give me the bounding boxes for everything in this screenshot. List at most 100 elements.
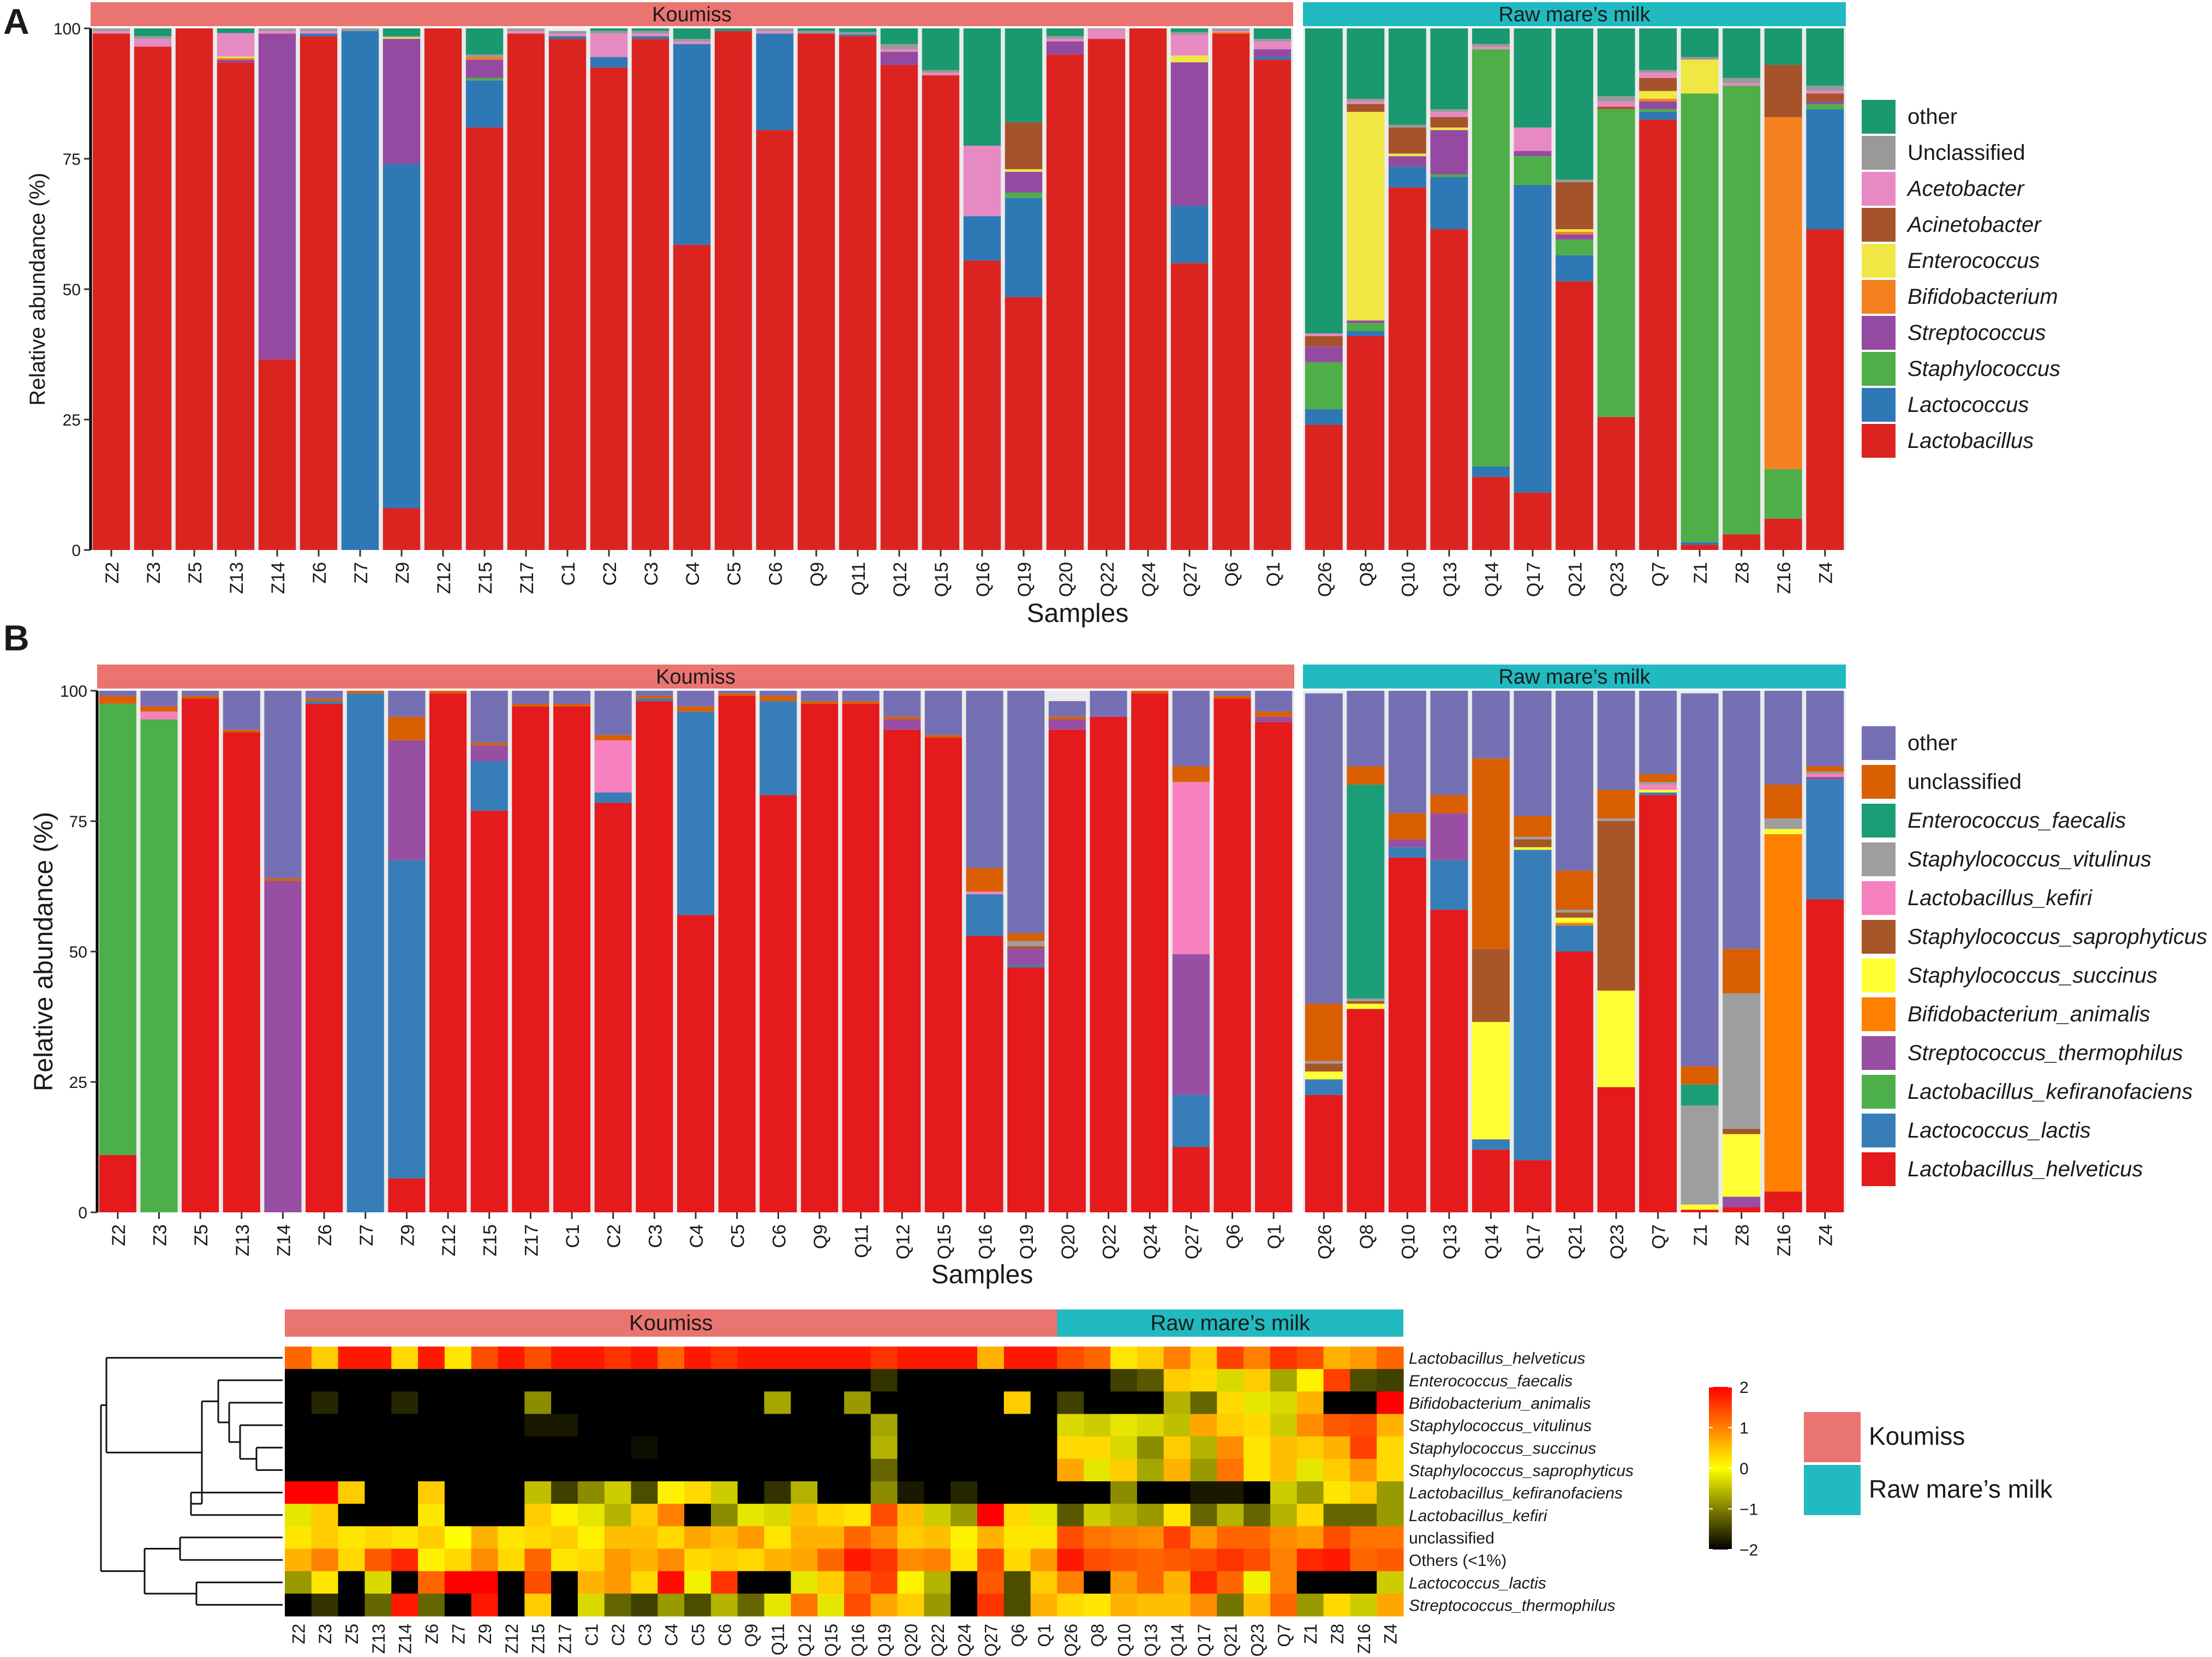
bar-segment-other [1430,28,1468,110]
bar-segment-unclassified [1212,28,1250,31]
heatmap-cell [1057,1571,1084,1594]
legend-label: Unclassified [1908,141,2025,165]
bar-segment-lactobacillus-helveticus [388,1178,426,1212]
heatmap-column-label: Q27 [981,1624,1001,1656]
bar-segment-unclassified [1007,933,1045,941]
bar-segment-unclassified [631,31,669,34]
x-tick-label: C1 [563,1224,583,1248]
heatmap-cell [737,1481,765,1504]
heatmap-cell [710,1414,738,1437]
bar-segment-staphylococcus-vitulinus [1597,818,1635,821]
y-axis-title: Relative abundance (%) [26,173,50,406]
bar-segment-lactobacillus [1556,281,1593,550]
bar-segment-staphylococcus [1347,323,1385,331]
heatmap-cell [524,1414,552,1437]
heatmap-column-label: Q17 [1194,1624,1214,1656]
heatmap-cell [1190,1414,1217,1437]
bar-segment-lactobacillus-helveticus [1597,1087,1635,1212]
heatmap-cell [391,1391,419,1415]
bar-segment-enterococcus [1430,127,1468,130]
bar-segment-unclassified [1305,1003,1343,1061]
heatmap-cell [1190,1548,1217,1572]
heatmap-column-label: Q8 [1088,1624,1108,1647]
x-tick-label: Q26 [1314,1224,1335,1259]
bar-segment-other [134,28,172,37]
heatmap-cell [604,1481,632,1504]
heatmap-cell [1030,1504,1058,1527]
x-tick-label: Z4 [1816,562,1837,584]
heatmap-cell [1323,1458,1350,1482]
x-tick-label: Q17 [1523,1224,1544,1259]
bar-segment-other [1170,28,1209,32]
heatmap-cell [1350,1458,1377,1482]
heatmap-cell [684,1347,712,1369]
bar-segment-lactococcus-lactis [1172,1094,1210,1147]
x-axis-title: Samples [1027,599,1129,628]
heatmap-cell [524,1504,552,1527]
bar-segment-acetobacter [1597,101,1635,107]
bar-segment-unclassified [1172,766,1210,782]
bar-segment-other [842,691,880,702]
y-tick-label: 50 [63,281,81,299]
heatmap-column-label: Z17 [555,1624,575,1654]
x-tick-label: Q27 [1182,1224,1203,1259]
heatmap-column-label: Q23 [1248,1624,1268,1656]
bar-segment-lactobacillus-helveticus [800,703,839,1212]
bar-segment-staphylococcus-saprophyticus [1305,1063,1343,1072]
heatmap-cell [1030,1526,1058,1550]
heatmap-cell [285,1504,312,1527]
heatmap-cell [1084,1593,1111,1617]
heatmap-cell [764,1414,791,1437]
bar-segment-other [1388,28,1426,125]
heatmap-cell [657,1548,685,1572]
heatmap-cell [737,1347,765,1369]
heatmap-column-label: Z16 [1354,1624,1374,1654]
heatmap-cell [1350,1571,1377,1594]
bar-segment-other [1472,691,1510,759]
legend-label: Lactobacillus_kefiranofaciens [1908,1080,2193,1104]
bar-segment-unclassified [470,743,508,746]
heatmap-cell [604,1436,632,1459]
heatmap-column-label: Q13 [1141,1624,1161,1656]
bar-segment-other [718,691,756,693]
bar-segment-streptococcus [382,39,421,164]
heatmap-cell [391,1481,419,1504]
heatmap-cell [684,1436,712,1459]
heatmap-cell [977,1414,1005,1437]
bar-segment-unclassified [507,28,545,31]
heatmap-cell [791,1436,818,1459]
x-tick-label: Q16 [976,1224,996,1259]
heatmap-cell [1110,1414,1138,1437]
heatmap-cell [737,1391,765,1415]
heatmap-cell [1377,1481,1404,1504]
heatmap-cell [631,1414,658,1437]
bar-segment-acetobacter [1087,29,1126,39]
heatmap-cell [524,1481,552,1504]
bar-segment-other [264,691,302,879]
heatmap-row-label: Lactobacillus_helveticus [1409,1350,1586,1368]
bar-segment-lactobacillus [300,36,338,551]
bar-segment-enterococcus [1388,153,1426,157]
heatmap-cell [684,1458,712,1482]
bar-segment-acetobacter [92,31,130,34]
heatmap-cell [897,1391,925,1415]
bar-segment-lactobacillus [382,508,421,550]
bar-segment-bifidobacterium [465,57,504,60]
bar-segment-acetobacter [1046,39,1084,41]
heatmap-cell [1084,1414,1111,1437]
bar-segment-unclassified [99,696,136,704]
bar-segment-lactobacillus-helveticus [1556,952,1593,1212]
bar-segment-lactobacillus-helveticus [99,1154,136,1212]
bar-segment-lactobacillus [1046,54,1084,551]
x-tick-label: Z2 [102,562,123,584]
heatmap-cell [1323,1593,1350,1617]
bar-segment-unclassified [429,691,467,693]
heatmap-cell [311,1369,339,1392]
bar-segment-streptococcus-thermophilus [1048,719,1086,730]
heatmap-cell [1084,1458,1111,1482]
bar-segment-bifidobacterium-animalis [1556,923,1593,926]
bar-segment-streptococcus-thermophilus [1806,776,1844,780]
heatmap-cell [1323,1571,1350,1594]
heatmap-cell [657,1391,685,1415]
heatmap-cell [631,1436,658,1459]
